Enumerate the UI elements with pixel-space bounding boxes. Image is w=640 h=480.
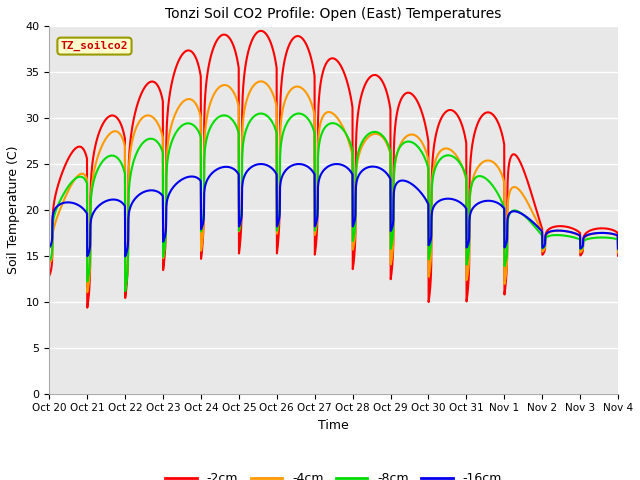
X-axis label: Time: Time bbox=[318, 419, 349, 432]
-8cm bbox=[204, 130, 212, 136]
-2cm bbox=[257, 28, 265, 34]
-2cm bbox=[614, 253, 622, 259]
-2cm bbox=[564, 224, 572, 230]
-8cm bbox=[500, 203, 508, 209]
-2cm bbox=[45, 273, 53, 278]
-4cm bbox=[564, 229, 572, 235]
-4cm bbox=[204, 108, 212, 114]
-8cm bbox=[351, 228, 358, 234]
Line: -16cm: -16cm bbox=[49, 164, 618, 256]
-4cm bbox=[83, 289, 91, 295]
-2cm bbox=[83, 305, 91, 311]
Line: -8cm: -8cm bbox=[49, 113, 618, 291]
-8cm bbox=[564, 233, 572, 239]
Title: Tonzi Soil CO2 Profile: Open (East) Temperatures: Tonzi Soil CO2 Profile: Open (East) Temp… bbox=[166, 7, 502, 21]
Line: -4cm: -4cm bbox=[49, 82, 618, 292]
-4cm bbox=[580, 236, 588, 241]
-16cm bbox=[204, 175, 212, 181]
-4cm bbox=[351, 237, 358, 243]
-2cm bbox=[351, 249, 358, 255]
Text: TZ_soilco2: TZ_soilco2 bbox=[61, 41, 128, 51]
-4cm bbox=[500, 177, 508, 182]
-8cm bbox=[580, 238, 588, 244]
-4cm bbox=[45, 260, 53, 266]
-8cm bbox=[614, 246, 622, 252]
-2cm bbox=[580, 233, 588, 239]
-4cm bbox=[363, 135, 371, 141]
-8cm bbox=[363, 132, 371, 138]
Line: -2cm: -2cm bbox=[49, 31, 618, 308]
-16cm bbox=[564, 229, 572, 235]
-4cm bbox=[614, 250, 622, 255]
-16cm bbox=[363, 165, 371, 170]
-2cm bbox=[363, 78, 371, 84]
-16cm bbox=[500, 205, 508, 211]
-8cm bbox=[45, 258, 53, 264]
-16cm bbox=[614, 246, 622, 252]
Legend: -2cm, -4cm, -8cm, -16cm: -2cm, -4cm, -8cm, -16cm bbox=[161, 467, 507, 480]
-8cm bbox=[295, 110, 303, 116]
-2cm bbox=[500, 137, 508, 143]
-16cm bbox=[333, 161, 340, 167]
-16cm bbox=[45, 245, 53, 251]
-16cm bbox=[122, 253, 129, 259]
-4cm bbox=[257, 79, 265, 84]
-8cm bbox=[122, 288, 129, 294]
-2cm bbox=[204, 66, 212, 72]
-16cm bbox=[580, 234, 588, 240]
-16cm bbox=[351, 218, 358, 224]
Y-axis label: Soil Temperature (C): Soil Temperature (C) bbox=[7, 146, 20, 274]
